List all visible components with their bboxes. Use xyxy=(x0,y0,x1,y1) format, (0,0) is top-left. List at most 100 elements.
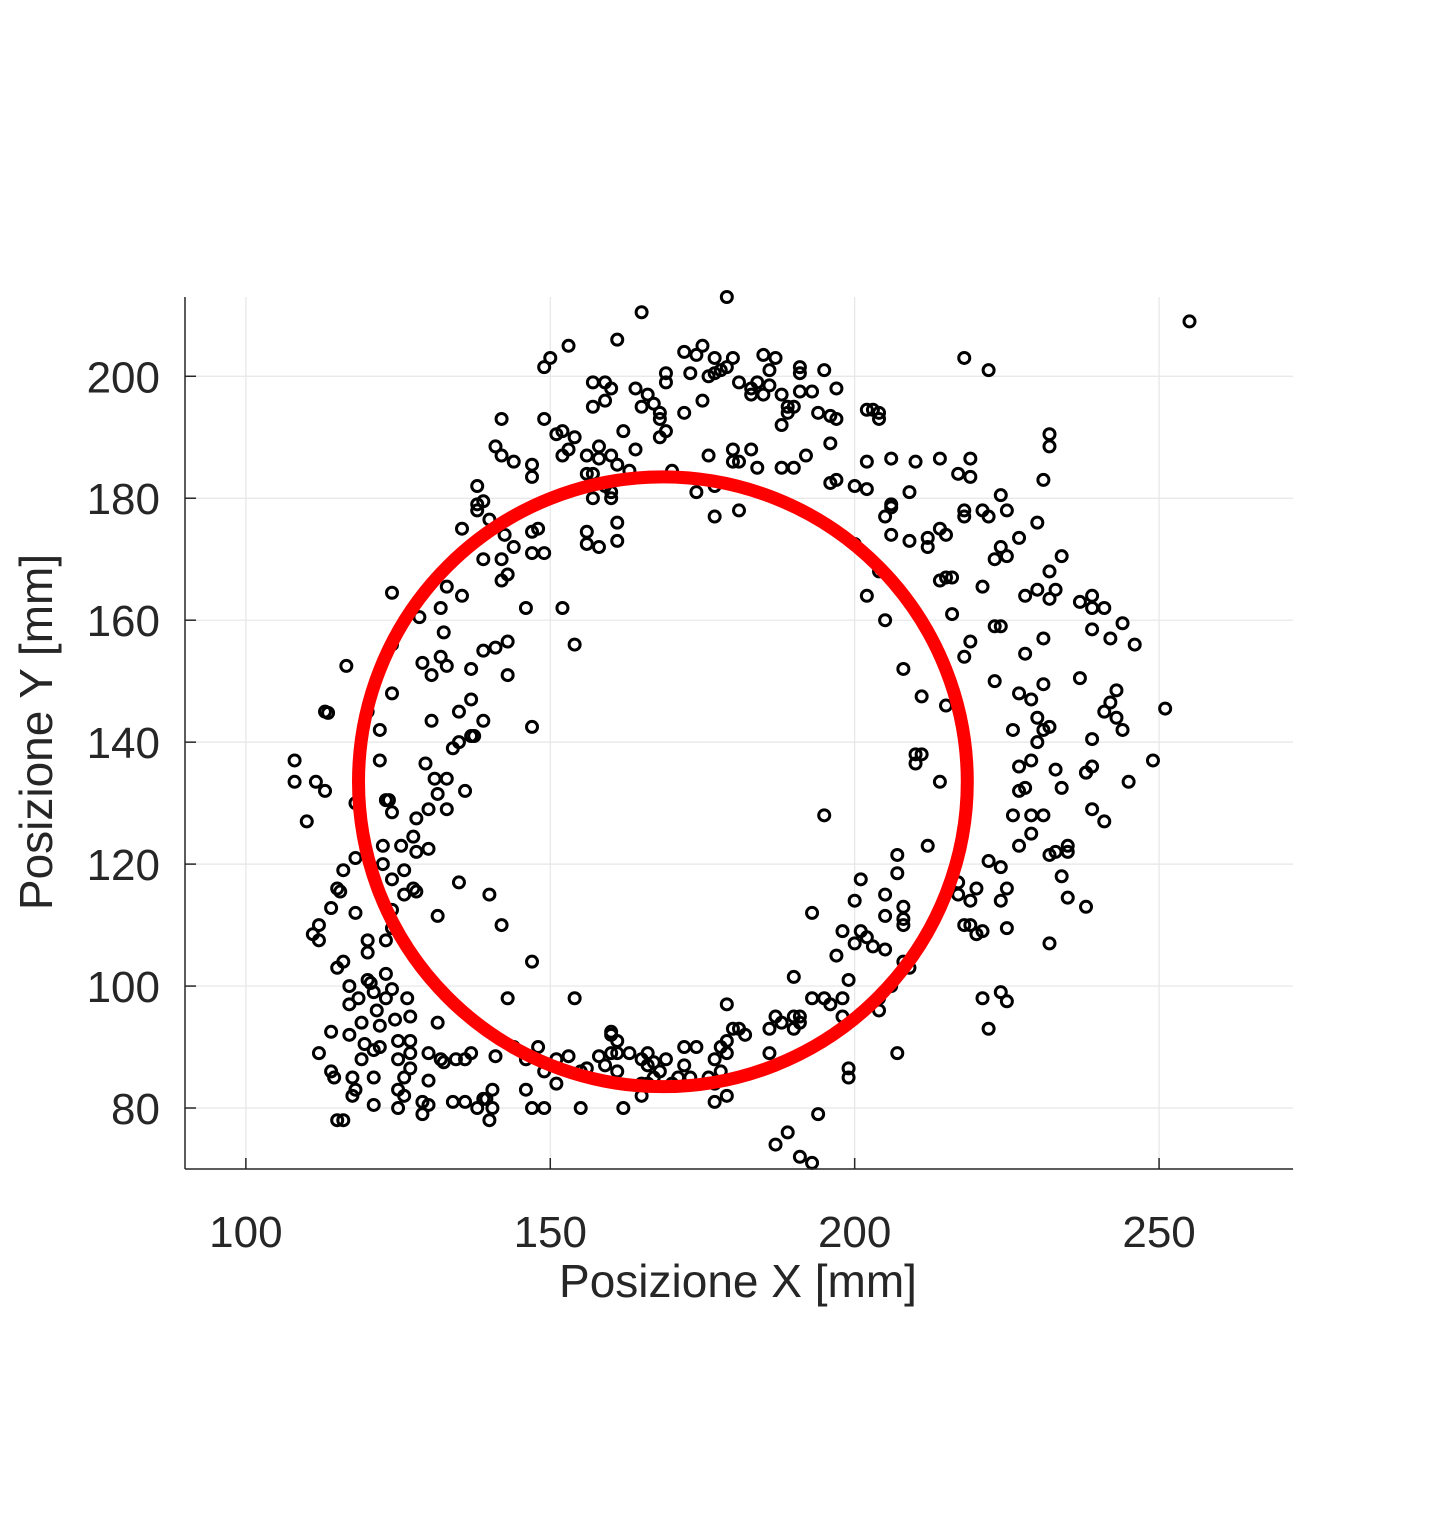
data-point xyxy=(567,430,582,445)
data-point xyxy=(1115,722,1130,737)
data-point xyxy=(391,1101,406,1116)
data-point xyxy=(798,448,813,463)
data-point xyxy=(1079,899,1094,914)
data-point xyxy=(719,997,734,1012)
data-point xyxy=(792,1015,807,1030)
data-point xyxy=(500,668,515,683)
data-point xyxy=(1085,732,1100,747)
data-point xyxy=(1182,314,1197,329)
data-point xyxy=(518,600,533,615)
data-point xyxy=(366,985,381,1000)
data-point xyxy=(470,503,485,518)
data-point xyxy=(658,1052,673,1067)
data-point xyxy=(567,991,582,1006)
data-point xyxy=(878,887,893,902)
data-point xyxy=(999,921,1014,936)
data-point xyxy=(436,625,451,640)
data-point xyxy=(518,1082,533,1097)
data-point xyxy=(321,705,336,720)
data-point xyxy=(981,854,996,869)
data-point xyxy=(537,360,552,375)
data-point xyxy=(339,658,354,673)
data-point xyxy=(707,1094,722,1109)
data-point xyxy=(1097,600,1112,615)
data-point xyxy=(403,1046,418,1061)
data-point xyxy=(525,954,540,969)
data-point xyxy=(610,332,625,347)
y-tick-label: 120 xyxy=(87,841,160,890)
data-point xyxy=(500,567,515,582)
data-point xyxy=(1030,735,1045,750)
data-point xyxy=(1085,802,1100,817)
data-point xyxy=(378,933,393,948)
axes xyxy=(184,297,1293,1170)
data-point xyxy=(987,619,1002,634)
data-point xyxy=(999,994,1014,1009)
data-point xyxy=(1054,549,1069,564)
data-point xyxy=(579,448,594,463)
data-point xyxy=(878,509,893,524)
data-point xyxy=(908,756,923,771)
data-point xyxy=(658,375,673,390)
data-point xyxy=(610,1064,625,1079)
data-point xyxy=(1018,588,1033,603)
data-point xyxy=(406,881,421,896)
data-point xyxy=(652,1064,667,1079)
data-point xyxy=(561,338,576,353)
data-point xyxy=(750,375,765,390)
data-point xyxy=(418,756,433,771)
data-point xyxy=(479,1091,494,1106)
data-point xyxy=(451,704,466,719)
data-point xyxy=(1097,704,1112,719)
data-point xyxy=(415,1107,430,1122)
data-point xyxy=(932,451,947,466)
data-point xyxy=(707,509,722,524)
data-point xyxy=(878,942,893,957)
data-point xyxy=(488,1049,503,1064)
data-point xyxy=(378,991,393,1006)
data-point xyxy=(1012,530,1027,545)
data-point xyxy=(470,1101,485,1116)
data-point xyxy=(677,344,692,359)
data-point xyxy=(604,491,619,506)
data-point xyxy=(859,482,874,497)
data-point xyxy=(354,1015,369,1030)
data-point xyxy=(902,533,917,548)
data-point xyxy=(1060,838,1075,853)
data-point xyxy=(1042,591,1057,606)
data-point xyxy=(555,424,570,439)
data-point xyxy=(792,1149,807,1164)
data-point xyxy=(467,729,482,744)
data-point xyxy=(817,808,832,823)
data-point xyxy=(1036,631,1051,646)
data-point xyxy=(1127,637,1142,652)
data-point xyxy=(1030,710,1045,725)
fitted-circle-layer xyxy=(352,470,974,1094)
data-point xyxy=(756,387,771,402)
data-point xyxy=(378,966,393,981)
data-point xyxy=(896,911,911,926)
data-point xyxy=(464,661,479,676)
data-point xyxy=(774,1015,789,1030)
data-point xyxy=(330,1113,345,1128)
data-point xyxy=(348,905,363,920)
data-point xyxy=(439,771,454,786)
data-point xyxy=(421,841,436,856)
data-point xyxy=(455,521,469,536)
data-point xyxy=(1012,686,1027,701)
data-point xyxy=(354,1052,369,1067)
data-point xyxy=(579,524,594,539)
data-point xyxy=(1012,759,1027,774)
data-point xyxy=(981,363,996,378)
data-point xyxy=(388,1012,403,1027)
data-point xyxy=(938,698,953,713)
data-point xyxy=(792,1009,807,1024)
data-point xyxy=(561,1049,576,1064)
data-point xyxy=(993,540,1008,555)
data-point xyxy=(375,838,390,853)
data-point xyxy=(865,939,880,954)
data-point xyxy=(445,1094,460,1109)
data-point xyxy=(817,363,832,378)
data-point xyxy=(774,418,789,433)
data-point xyxy=(786,399,801,414)
